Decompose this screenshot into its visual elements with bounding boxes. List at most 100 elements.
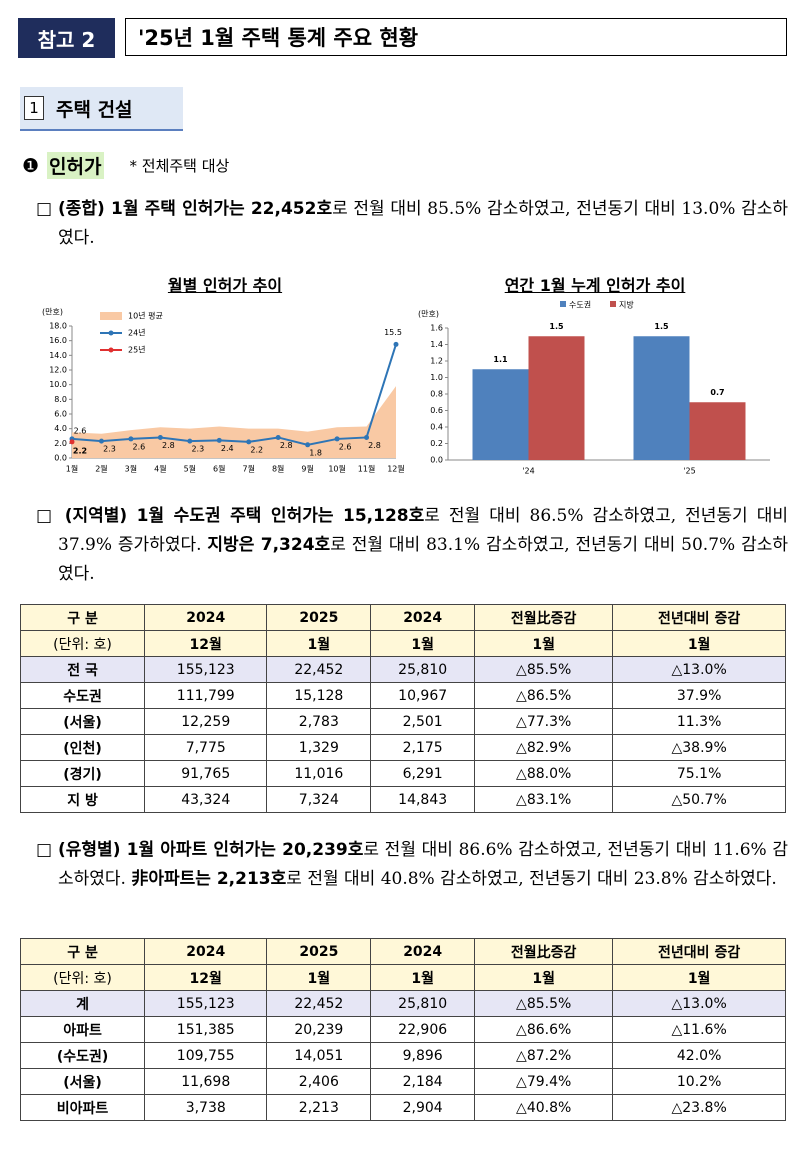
x-tick-label: '25 (683, 467, 695, 476)
data-label: 1.8 (309, 448, 322, 457)
table-cell: 아파트 (19, 1016, 146, 1043)
data-label: 2.8 (368, 441, 381, 450)
header-cell: 구 분 (19, 938, 146, 965)
header-cell: 1월 (612, 630, 786, 657)
header-cell: 12월 (144, 964, 268, 991)
table-cell: 25,810 (370, 990, 476, 1017)
point (334, 436, 340, 442)
legend-swatch (610, 301, 616, 307)
table: 구 분 2024 2025 2024 전월比증감 전년대비 증감 (단위: 호) 12월 1월 1… (19, 938, 786, 1121)
data-label: 1.5 (654, 322, 669, 331)
legend-marker (108, 330, 114, 336)
table-cell: (수도권) (19, 1042, 146, 1069)
table-header: 구 분 2024 2025 2024 전월比증감 전년대비 증감 (단위: 호) 12월 1월 1… (19, 604, 786, 657)
x-tick-label: 9월 (301, 464, 313, 474)
y-tick-label: 1.0 (430, 373, 443, 382)
y-tick-label: 10.0 (49, 380, 67, 389)
line-chart: 0.0 2.0 4.0 6.0 8.0 10.0 12.0 14.0 16.0 18.0 (만호) 1… (42, 308, 405, 474)
x-tick-label: 8월 (272, 464, 284, 474)
table-cell: △86.6% (474, 1016, 614, 1043)
data-label: 1.1 (493, 355, 508, 364)
table-cell: 155,123 (144, 990, 268, 1017)
header-cell: 1월 (474, 964, 614, 991)
table-cell: 12,259 (144, 708, 268, 735)
y-tick-label: 8.0 (54, 395, 67, 404)
table-cell: 43,324 (144, 786, 268, 813)
y-tick-label: 14.0 (49, 351, 67, 360)
header-cell: 1월 (266, 964, 372, 991)
data-label: 1.5 (549, 322, 564, 331)
point (187, 438, 193, 444)
subsection: ❶ 인허가 * 전체주택 대상 (22, 152, 229, 179)
y-tick-label: 0.6 (430, 406, 443, 415)
bar (528, 336, 585, 460)
table-cell: 비아파트 (19, 1094, 146, 1121)
y-tick-label: 1.2 (430, 357, 443, 366)
table-cell: 10.2% (612, 1068, 786, 1095)
y-tick-label: 6.0 (54, 410, 67, 419)
table-cell: 10,967 (370, 682, 476, 709)
header-cell: 2024 (144, 604, 268, 631)
table-cell: 151,385 (144, 1016, 268, 1043)
y-tick-label: 0.4 (430, 423, 443, 432)
table-cell: 2,406 (266, 1068, 372, 1095)
legend-label: 25년 (128, 345, 146, 355)
data-label: 2.6 (339, 442, 352, 451)
text-segment: 非아파트는 2,213호 (131, 869, 287, 889)
x-tick-label: 2월 (95, 464, 107, 474)
table-cell: 지 방 (19, 786, 146, 813)
point (128, 436, 134, 442)
y-tick-label: 1.4 (430, 340, 443, 349)
table-cell: (인천) (19, 734, 146, 761)
table-row: (서울) 11,698 2,406 2,184 △79.4% 10.2% (19, 1068, 786, 1095)
table-cell: △88.0% (474, 760, 614, 787)
point (275, 434, 281, 440)
table-cell: 22,452 (266, 990, 372, 1017)
data-label: 2.8 (162, 441, 175, 450)
y-tick-label: 18.0 (49, 322, 67, 331)
x-tick-label: 5월 (184, 464, 196, 474)
table-cell: △82.9% (474, 734, 614, 761)
point (216, 437, 222, 443)
table-cell: 2,213 (266, 1094, 372, 1121)
table-cell: △40.8% (474, 1094, 614, 1121)
header-cell: (단위: 호) (19, 964, 146, 991)
table-cell: 155,123 (144, 656, 268, 683)
table-cell: △13.0% (612, 990, 786, 1017)
table-cell: 9,896 (370, 1042, 476, 1069)
table-row: 계 155,123 22,452 25,810 △85.5% △13.0% (19, 990, 786, 1017)
header-cell: 2024 (144, 938, 268, 965)
text-segment: 로 전월 대비 40.8% 감소하였고, 전년동기 대비 23.8% 감소하였다… (286, 869, 777, 889)
paragraph: □ (종합) 1월 주택 인허가는 22,452호로 전월 대비 85.5% 감… (20, 195, 788, 253)
data-label: 2.6 (133, 442, 146, 451)
header-cell: 전월比증감 (474, 938, 614, 965)
y-tick-label: 4.0 (54, 424, 67, 433)
legend-swatch (560, 301, 566, 307)
table-cell: △86.5% (474, 682, 614, 709)
header-row: 구 분 2024 2025 2024 전월比증감 전년대비 증감 (19, 604, 786, 631)
x-tick-label: '24 (522, 467, 534, 476)
header-cell: 1월 (370, 630, 476, 657)
data-label: 2.6 (74, 426, 87, 435)
table-cell: △77.3% (474, 708, 614, 735)
chart-title: 연간 1월 누계 인허가 추이 (504, 276, 686, 295)
point (364, 434, 370, 440)
table-row: 아파트 151,385 20,239 22,906 △86.6% △11.6% (19, 1016, 786, 1043)
line (71, 344, 397, 446)
subsection-marker: ❶ (22, 154, 40, 177)
point (305, 442, 311, 448)
header-cell: 1월 (266, 630, 372, 657)
section-header: 1 주택 건설 (20, 87, 183, 131)
text-segment: 로 전월 대비 86.5% 감소하였고, 전년동기 대비 37.9% 증가하였다… (58, 506, 788, 555)
x-tick-label: 7월 (243, 464, 255, 474)
table-row: (경기) 91,765 11,016 6,291 △88.0% 75.1% (19, 760, 786, 787)
text-segment: 로 전월 대비 85.5% 감소하였고, 전년동기 대비 13.0% 감소하였다… (58, 199, 788, 248)
y-tick-label: 2.0 (54, 439, 67, 448)
text-segment: 지방은 7,324호 (207, 535, 331, 555)
table-cell: 37.9% (612, 682, 786, 709)
table-cell: 75.1% (612, 760, 786, 787)
x-tick-label: 6월 (213, 464, 225, 474)
bar (472, 369, 529, 460)
table-cell: 11,698 (144, 1068, 268, 1095)
legend-marker (108, 347, 114, 353)
